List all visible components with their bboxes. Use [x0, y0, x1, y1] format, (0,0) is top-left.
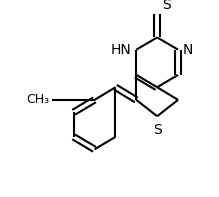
Text: N: N — [183, 43, 193, 57]
Text: S: S — [162, 0, 171, 12]
Text: S: S — [153, 123, 162, 137]
Text: HN: HN — [111, 43, 131, 57]
Text: CH₃: CH₃ — [26, 93, 49, 106]
